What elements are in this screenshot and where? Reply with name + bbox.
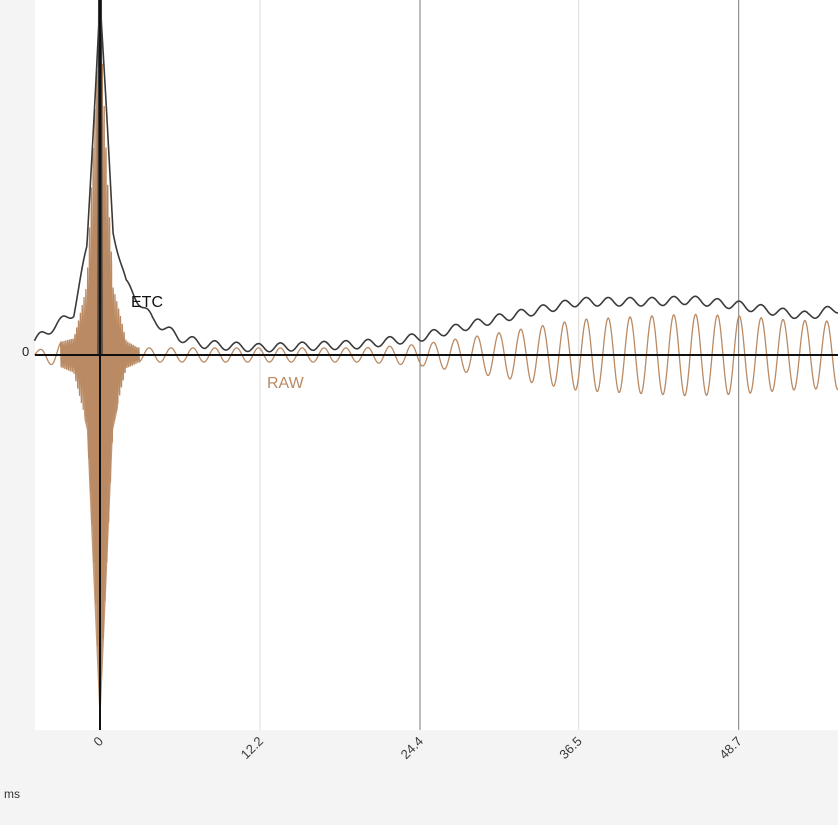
plot-area — [35, 0, 838, 730]
raw-series-line — [33, 21, 838, 689]
etc-series-label: ETC — [131, 294, 163, 311]
raw-impulse-core — [84, 190, 119, 730]
x-tick-labels: 012.224.436.548.760.973.185.397.4109.6 — [90, 734, 745, 763]
y-zero-label: 0 — [22, 344, 29, 359]
series-layer — [33, 0, 838, 730]
x-tick-label: 12.2 — [238, 734, 267, 763]
x-tick-label: 0 — [90, 734, 106, 750]
x-tick-label: 48.7 — [716, 734, 745, 763]
raw-series-label: RAW — [267, 375, 305, 392]
x-tick-label: 24.4 — [398, 734, 427, 763]
x-tick-label: 36.5 — [556, 734, 585, 763]
etc-series-line — [33, 2, 838, 353]
grid-lines — [259, 0, 740, 730]
x-unit-label: ms — [4, 787, 20, 801]
etc-peak-spike — [97, 0, 103, 356]
